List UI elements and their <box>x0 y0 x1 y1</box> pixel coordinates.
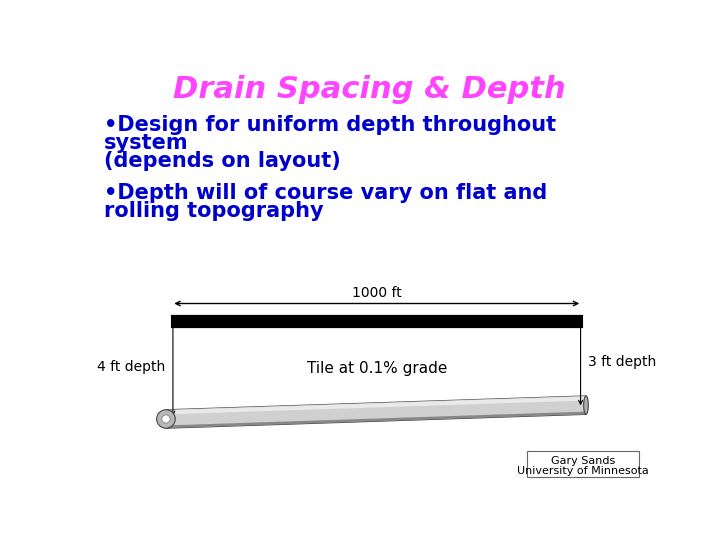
Polygon shape <box>166 396 586 428</box>
Text: University of Minnesota: University of Minnesota <box>517 467 649 476</box>
Text: •Depth will of course vary on flat and: •Depth will of course vary on flat and <box>104 183 547 203</box>
Bar <box>171 315 582 327</box>
FancyBboxPatch shape <box>527 450 639 477</box>
Text: •Design for uniform depth throughout: •Design for uniform depth throughout <box>104 115 556 135</box>
Text: 1000 ft: 1000 ft <box>352 286 402 300</box>
Circle shape <box>162 415 170 423</box>
Text: 3 ft depth: 3 ft depth <box>588 355 657 369</box>
Circle shape <box>157 410 175 428</box>
Text: Gary Sands: Gary Sands <box>551 456 615 465</box>
Polygon shape <box>166 396 586 414</box>
Text: rolling topography: rolling topography <box>104 201 323 221</box>
Polygon shape <box>166 411 586 428</box>
Text: Tile at 0.1% grade: Tile at 0.1% grade <box>307 361 447 376</box>
Ellipse shape <box>584 396 588 414</box>
Text: (depends on layout): (depends on layout) <box>104 151 341 171</box>
Text: Drain Spacing & Depth: Drain Spacing & Depth <box>173 75 565 104</box>
Text: system: system <box>104 133 189 153</box>
Text: 4 ft depth: 4 ft depth <box>97 360 165 374</box>
